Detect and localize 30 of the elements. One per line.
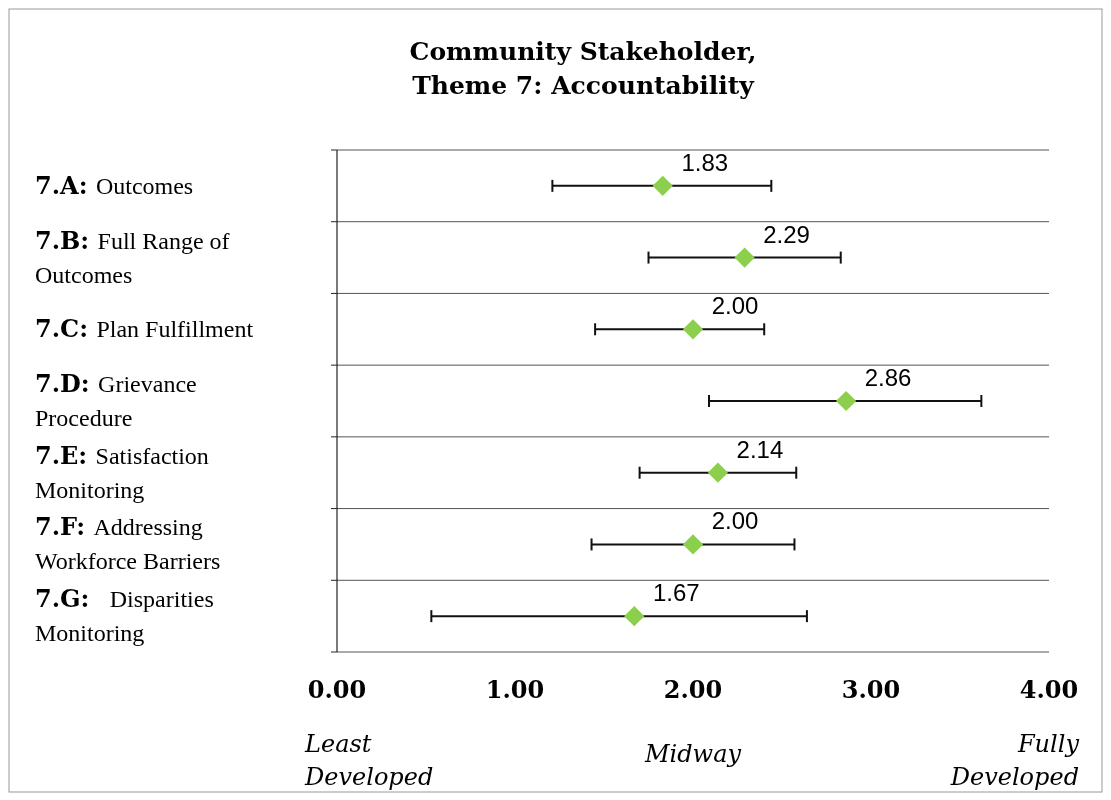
chart-title: Community Stakeholder, Theme 7: Accountability [409,37,757,100]
point [682,534,704,555]
y-tick-label: 7.B: Full Range of Outcomes [35,225,230,288]
data-label: 1.67 [652,579,700,607]
data-label: 2.14 [736,435,784,463]
data-label: 2.29 [763,220,810,248]
y-tick-label: 7.E: Satisfaction Monitoring [35,440,209,503]
y-tick-label: 7.A: Outcomes [35,170,194,200]
text: Fully Developed [949,730,1080,791]
point [835,390,857,412]
point [652,175,673,196]
data-label: 2.00 [711,507,759,535]
point [682,319,704,340]
x-tick-label: 4.00 [1019,675,1079,704]
point [734,247,755,268]
point [624,606,645,627]
y-tick-label: 7.G: Disparities Monitoring [35,584,214,647]
text: Midway [643,740,742,768]
x-tick-label: 3.00 [841,675,901,704]
text: Least Developed [304,730,434,791]
data-label: 2.86 [864,364,912,391]
x-tick-label: 2.00 [663,675,723,704]
point [707,462,729,483]
x-tick-label: 1.00 [485,675,545,704]
y-tick-label: 7.D: Grievance Procedure [35,369,197,431]
y-tick-label: 7.F: Addressing Workforce Barriers [35,512,221,575]
data-label: 1.83 [681,148,729,176]
data-label: 2.00 [711,292,759,320]
y-tick-label: 7.C: Plan Fulfillment [35,314,254,344]
x-tick-label: 0.00 [307,675,367,704]
